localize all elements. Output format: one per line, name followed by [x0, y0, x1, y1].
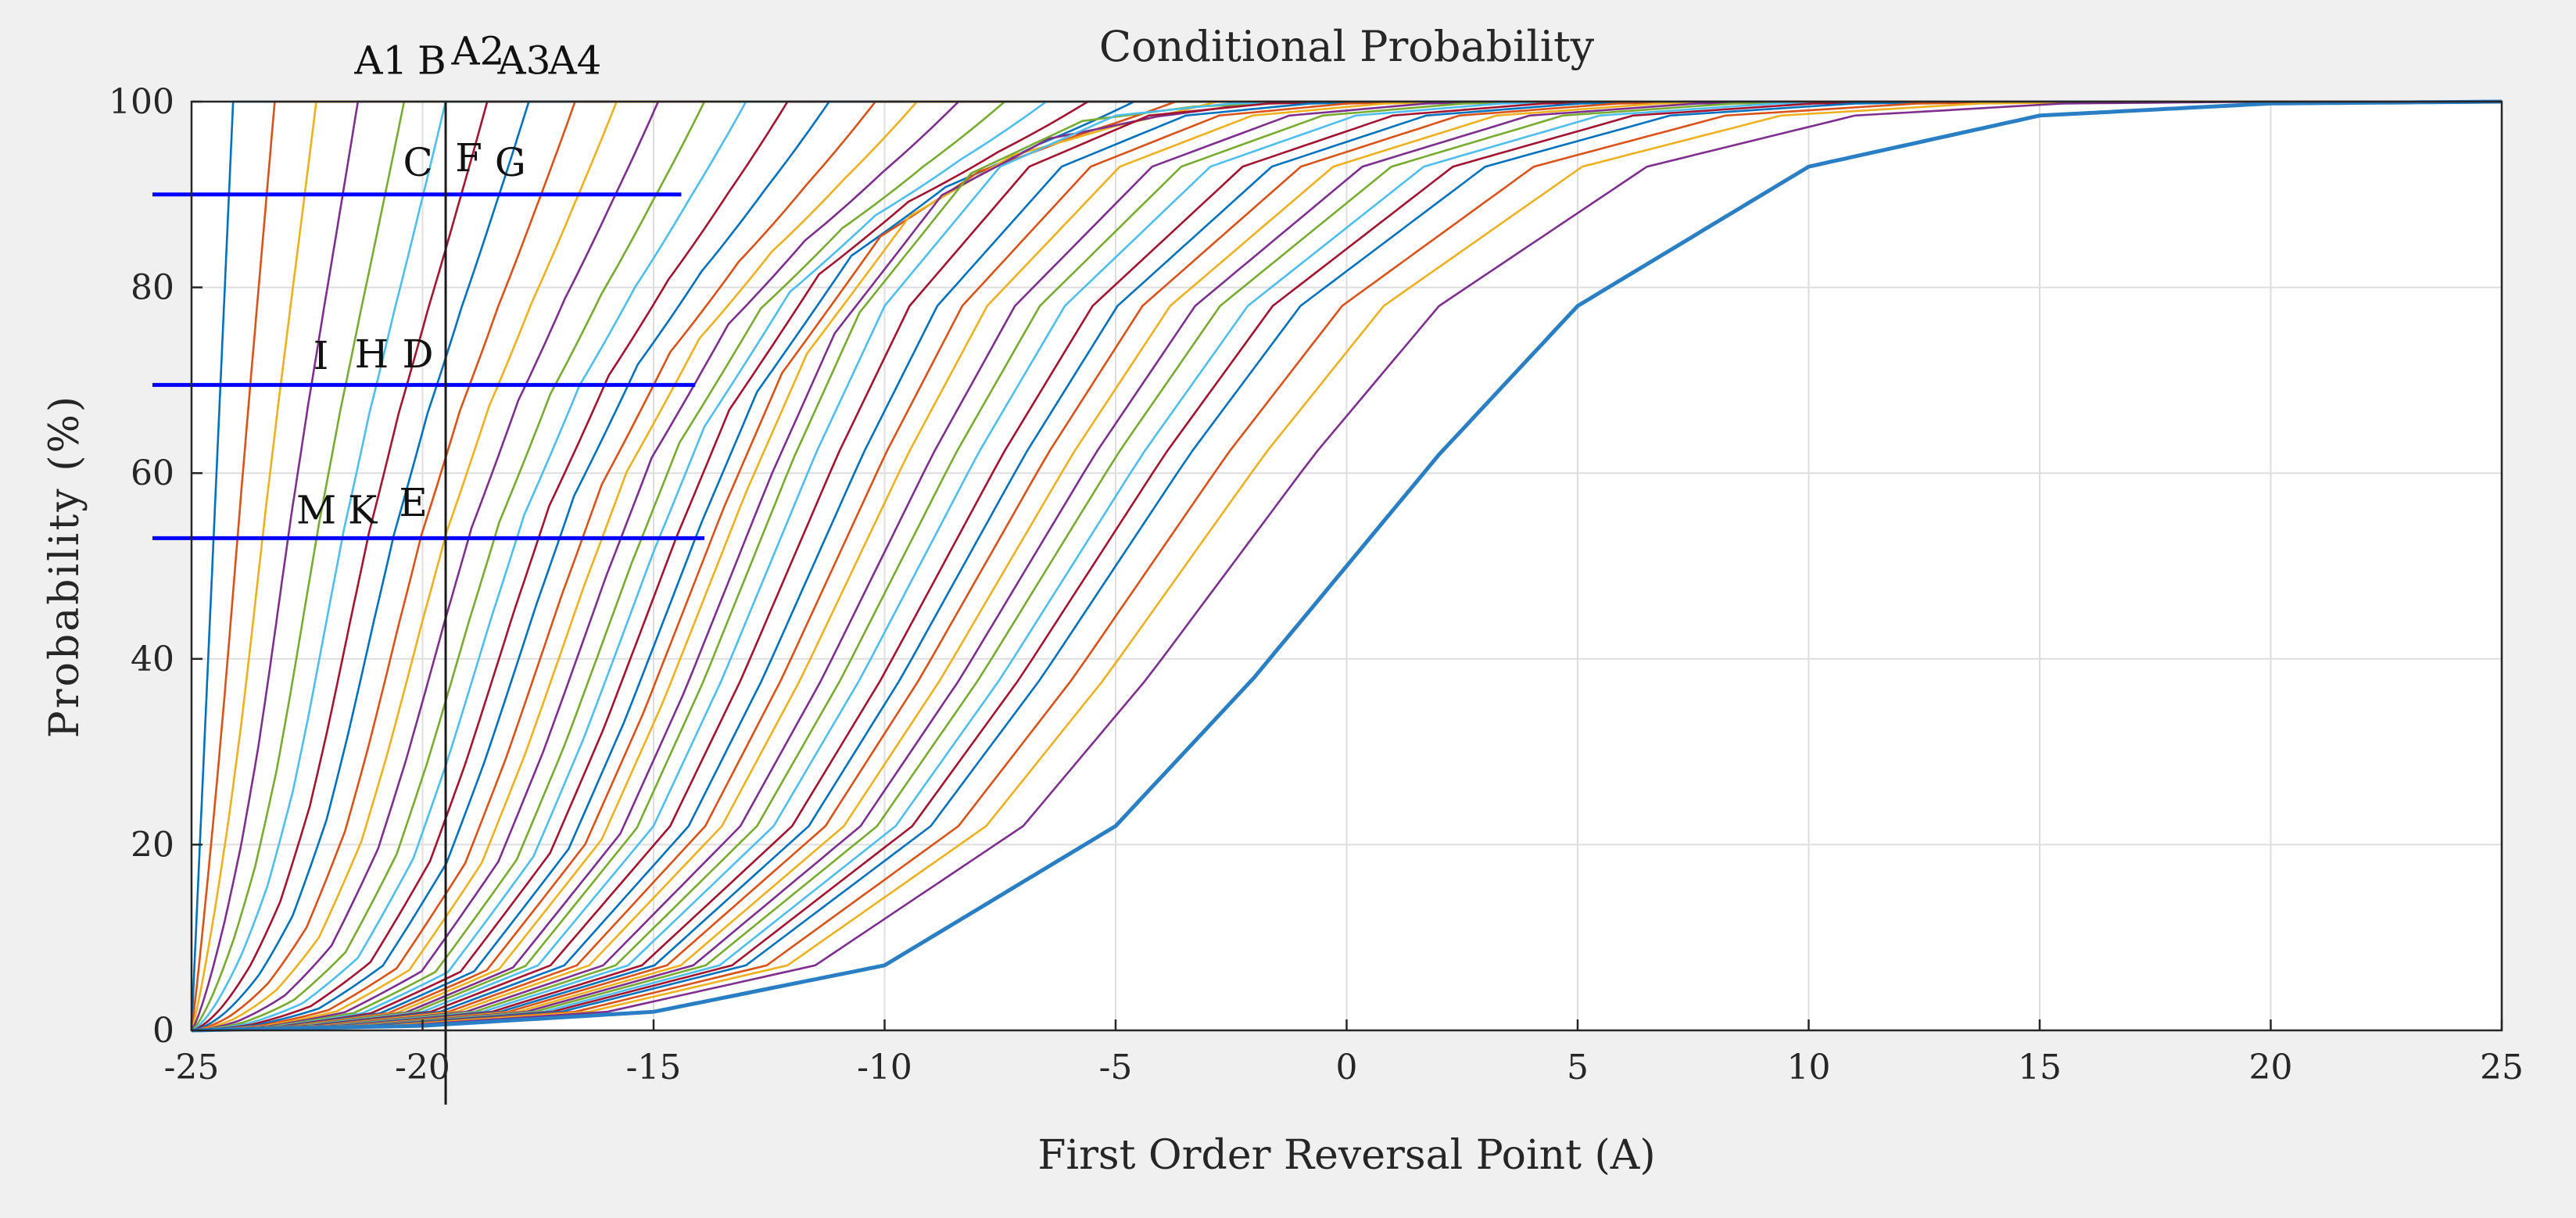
- probability-curve: [190, 100, 2502, 1031]
- probability-curve: [191, 100, 2502, 1032]
- point-label: E: [399, 480, 428, 525]
- probability-curve: [191, 100, 2502, 1032]
- probability-curve: [191, 100, 2502, 1032]
- x-tick-label: -25: [164, 1048, 220, 1087]
- y-tick-label: 20: [131, 825, 174, 865]
- probability-curve: [191, 100, 2502, 1032]
- y-tick-label: 0: [152, 1011, 174, 1051]
- probability-curve: [191, 100, 2502, 1032]
- y-tick-label: 100: [109, 82, 174, 122]
- y-tick-label: 40: [131, 639, 174, 679]
- x-tick-label: -15: [626, 1048, 682, 1087]
- probability-curve: [191, 100, 2502, 1032]
- x-tick-label: -5: [1099, 1048, 1133, 1087]
- x-tick-label: 5: [1567, 1048, 1589, 1087]
- point-label: C: [403, 140, 432, 185]
- x-axis-ticks: -25 -20 -15 -10 -5 0 5 10 15 20 25: [164, 1019, 2524, 1087]
- x-axis-title: First Order Reversal Point (A): [1037, 1132, 1655, 1179]
- limiting-curve: [191, 99, 2503, 1033]
- probability-curve: [190, 100, 2502, 1031]
- point-label: F: [455, 135, 482, 181]
- y-tick-label: 80: [131, 268, 174, 308]
- probability-curve: [191, 100, 2502, 1032]
- y-axis-title: Probability (%): [41, 394, 88, 738]
- probability-curve: [191, 100, 2502, 1032]
- probability-curve: [191, 100, 2502, 1032]
- point-label: I: [313, 333, 329, 378]
- probability-curve: [191, 100, 2502, 1032]
- y-axis-ticks: 0 20 40 60 80 100: [109, 82, 202, 1051]
- x-tick-label: 20: [2249, 1048, 2293, 1087]
- x-tick-label: -10: [857, 1048, 912, 1087]
- point-label: H: [355, 331, 389, 377]
- point-label: B: [417, 38, 446, 83]
- probability-curve: [191, 100, 2502, 1032]
- probability-curve: [190, 100, 2502, 1031]
- point-label: G: [495, 140, 526, 185]
- probability-curve: [191, 100, 2502, 1032]
- point-label: K: [348, 487, 378, 532]
- x-tick-label: 15: [2018, 1048, 2062, 1087]
- probability-curve: [191, 100, 2502, 1032]
- probability-curves: [190, 99, 2503, 1033]
- x-tick-label: 25: [2480, 1048, 2524, 1087]
- probability-curve: [190, 100, 2502, 1031]
- probability-curve: [191, 100, 2502, 1032]
- point-label: A1: [353, 38, 407, 83]
- chart-title: Conditional Probability: [1099, 22, 1595, 71]
- probability-curve: [191, 100, 2502, 1032]
- reference-lines: [152, 102, 705, 1105]
- y-tick-label: 60: [131, 453, 174, 493]
- x-tick-label: 10: [1787, 1048, 1831, 1087]
- probability-curve: [191, 100, 2502, 1032]
- x-tick-label: -20: [395, 1048, 450, 1087]
- point-label: A4: [548, 38, 602, 83]
- probability-curve: [191, 100, 2502, 1032]
- point-label: A2: [450, 28, 504, 73]
- point-label: A3: [497, 38, 551, 83]
- x-tick-label: 0: [1336, 1048, 1358, 1087]
- point-label: M: [296, 487, 336, 532]
- probability-curve: [191, 100, 2502, 1032]
- point-label: D: [403, 331, 434, 377]
